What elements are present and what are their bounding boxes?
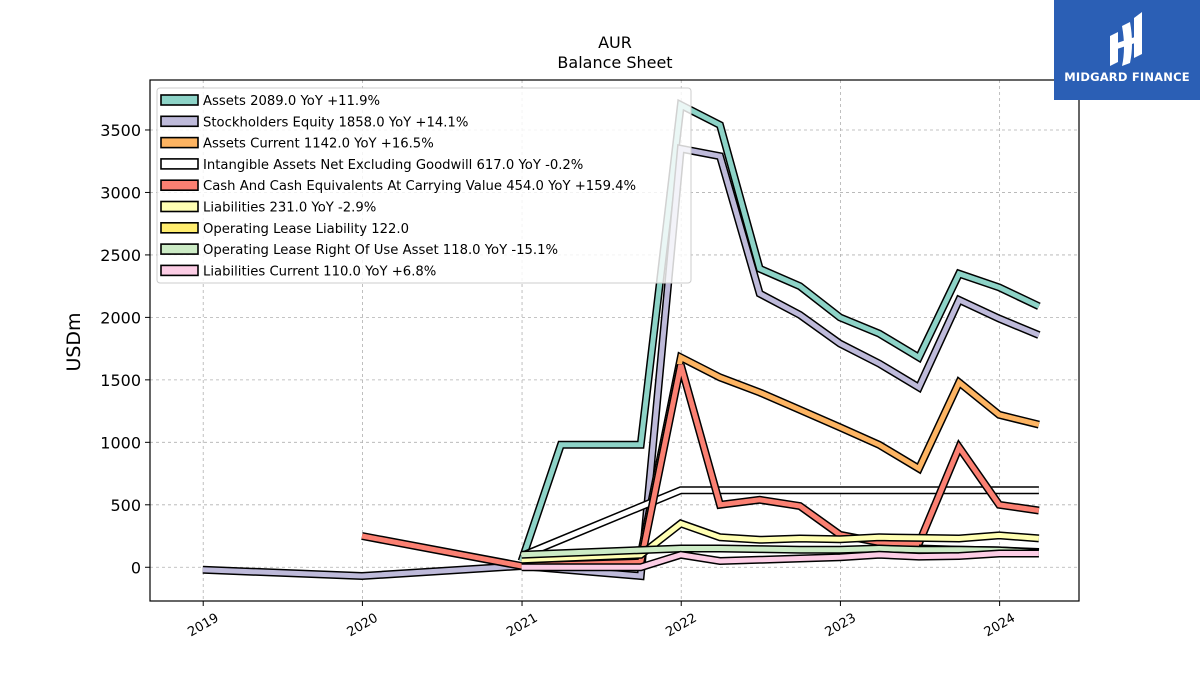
legend-entry: Liabilities 231.0 YoY -2.9% (203, 201, 376, 216)
legend-entry: Liabilities Current 110.0 YoY +6.8% (203, 264, 436, 279)
y-tick-label: 1500 (100, 371, 141, 390)
chart-subtitle: Balance Sheet (557, 53, 672, 72)
series-line-cash-and-cash-equivalents-at-carrying-value (361, 364, 1040, 569)
x-tick-label: 2020 (345, 611, 381, 641)
series-line-assets (519, 101, 1040, 562)
midgard-finance-logo: MIDGARD FINANCE (1054, 0, 1200, 100)
y-tick-label: 2000 (100, 308, 141, 327)
x-tick-label: 2024 (982, 611, 1018, 641)
series-line-liabilities-current (521, 551, 1039, 570)
y-tick-label: 0 (131, 558, 141, 577)
legend-entry: Cash And Cash Equivalents At Carrying Va… (203, 179, 636, 194)
series-line-assets-current (638, 353, 1040, 556)
legend-swatch (160, 94, 199, 106)
y-axis-label: USDm (63, 312, 85, 371)
y-tick-label: 500 (110, 496, 141, 515)
midgard-logo-mark-icon (1110, 12, 1142, 66)
plot-frame (149, 79, 1080, 602)
legend-entry: Intangible Assets Net Excluding Goodwill… (203, 158, 583, 173)
x-tick-label: 2023 (823, 611, 859, 641)
legend-swatch (160, 264, 199, 277)
series-lines (202, 98, 1041, 581)
series-line-liabilities (521, 520, 1040, 563)
legend-swatch (160, 179, 199, 191)
legend-entry: Operating Lease Right Of Use Asset 118.0… (203, 243, 558, 258)
legend-entry: Assets Current 1142.0 YoY +16.5% (203, 137, 434, 152)
legend-entry: Operating Lease Liability 122.0 (203, 222, 409, 237)
series-outline-assets-current (636, 351, 1040, 556)
legend-entry: Stockholders Equity 1858.0 YoY +14.1% (203, 115, 468, 130)
legend-box (156, 87, 692, 284)
logo-text: MIDGARD FINANCE (1064, 70, 1190, 84)
legend-swatch (160, 136, 199, 149)
y-tick-label: 1000 (100, 433, 141, 452)
y-tick-label: 3500 (100, 121, 141, 140)
x-tick-label: 2019 (185, 611, 221, 641)
legend-swatch (160, 158, 199, 170)
legend-swatch (160, 243, 199, 255)
y-tick-label: 3000 (100, 183, 141, 202)
x-tick-label: 2022 (663, 611, 699, 641)
legend-entry: Assets 2089.0 YoY +11.9% (203, 94, 380, 109)
series-line-intangible-assets-net-excluding-goodwill (520, 487, 1039, 559)
legend-swatch (160, 222, 199, 234)
series-line-operating-lease-right-of-use-asset (521, 545, 1040, 558)
legend-swatch (160, 200, 199, 213)
legend-swatch (160, 115, 199, 128)
x-tick-label: 2021 (504, 611, 540, 641)
y-tick-label: 2500 (100, 246, 141, 265)
legend: Assets 2089.0 YoY +11.9% Stockholders Equ… (156, 87, 692, 284)
chart-title: AUR (598, 33, 632, 52)
